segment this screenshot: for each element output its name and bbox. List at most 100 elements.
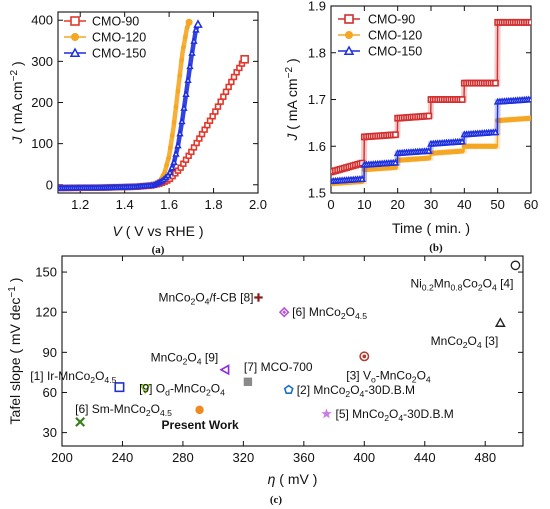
panel-b-ytick-label: 1.6: [308, 139, 326, 154]
series-point-CMO-120: [169, 133, 175, 139]
tafel-point-label-5: MnCo2O4 [9]: [151, 351, 219, 367]
panel-c-label: (c): [270, 494, 283, 506]
tafel-point-6: [243, 377, 253, 386]
panel-a-label: (a): [152, 244, 165, 256]
tafel-point-11: [321, 408, 332, 419]
series-point-CMO-120: [528, 115, 531, 121]
panel-c-xtick-label: 240: [112, 450, 134, 465]
series-point-CMO-90: [392, 131, 399, 139]
tafel-point-2: [278, 306, 290, 318]
tafel-point-12: [75, 416, 86, 427]
series-point-CMO-150: [172, 150, 180, 157]
series-point-CMO-120: [182, 34, 188, 40]
legend-label-CMO-150: CMO-150: [92, 47, 146, 61]
panel-b-ytick-label: 1.5: [308, 186, 326, 201]
panel-c-xtick-label: 480: [474, 450, 496, 465]
panel-b-xtick-label: 60: [524, 197, 538, 212]
legend-marker-CMO-120: [345, 31, 353, 39]
tafel-point-label-2: [6] MnCo2O4.5: [292, 305, 367, 321]
panel-c-xtick-label: 200: [51, 450, 73, 465]
panel-a-xtick-label: 2.0: [249, 197, 267, 212]
series-point-CMO-150: [190, 37, 198, 44]
legend-marker-CMO-90: [70, 16, 80, 26]
tafel-point-label-4: [3] Vo-MnCo2O4: [346, 368, 431, 384]
series-point-CMO-150: [527, 95, 531, 103]
series-point-CMO-120: [177, 73, 183, 79]
panel-b-xtick-label: 50: [490, 197, 504, 212]
series-point-CMO-90: [220, 93, 227, 100]
panel-c-ytick-label: 60: [43, 385, 57, 400]
series-point-CMO-120: [459, 148, 465, 154]
panel-b-ytick-label: 1.8: [308, 45, 326, 60]
series-point-CMO-90: [425, 112, 433, 120]
series-point-CMO-120: [184, 25, 190, 30]
series-point-CMO-120: [171, 120, 177, 125]
panel-b-legend: CMO-90 CMO-120 CMO-150: [338, 13, 422, 59]
series-point-CMO-150: [192, 25, 200, 33]
series-point-CMO-150: [358, 174, 366, 182]
series-point-CMO-150: [176, 129, 184, 137]
series-point-CMO-120: [492, 143, 499, 149]
series-point-CMO-150: [170, 158, 178, 166]
tafel-point-8: [139, 384, 151, 395]
tafel-point-label-10: Present Work: [162, 418, 239, 432]
panel-c-ytick-label: 150: [35, 265, 57, 280]
series-point-CMO-150: [491, 128, 500, 136]
panel-b-xtick-label: 40: [457, 197, 471, 212]
series-point-CMO-150: [391, 158, 400, 166]
series-point-CMO-120: [392, 164, 399, 171]
legend-label-CMO-90: CMO-90: [92, 15, 139, 29]
series-line-CMO-90: [331, 21, 531, 173]
panel-a-ytick-label: 400: [31, 13, 53, 28]
series-point-CMO-120: [426, 155, 432, 161]
panel-c-frame: [61, 255, 524, 447]
tafel-point-label-12: [6] Sm-MnCo2O4.5: [75, 402, 172, 418]
series-point-CMO-90: [527, 18, 531, 26]
tafel-point-1: [254, 293, 263, 302]
series-point-CMO-150: [180, 104, 188, 111]
panel-a-xtick-label: 1.4: [116, 197, 134, 212]
tafel-point-label-8: [9] Od-MnCo2O4: [139, 381, 225, 397]
series-end-marker-CMO-150: [193, 19, 203, 28]
panel-b-label: (b): [429, 242, 443, 254]
panel-a-legend: CMO-90 CMO-120 CMO-150: [64, 15, 146, 61]
tafel-point-4: [359, 351, 370, 362]
series-point-CMO-150: [174, 141, 182, 149]
series-point-CMO-90: [492, 79, 499, 87]
legend-label-CMO-120: CMO-120: [368, 29, 422, 43]
tafel-point-label-0: Ni0.2Mn0.8Co2O4 [4]: [410, 276, 513, 292]
series-point-CMO-150: [458, 137, 466, 145]
series-point-CMO-150: [178, 117, 186, 125]
panel-a-ytick-label: 200: [31, 95, 53, 110]
panel-c-ytick-label: 90: [43, 345, 57, 360]
panel-b-ylabel: J ( mA cm−2 ): [284, 58, 300, 141]
tafel-point-label-3: MnCo2O4 [3]: [431, 334, 499, 350]
legend-marker-CMO-150: [69, 47, 81, 57]
panel-c-xlabel: η ( mV ): [268, 471, 318, 487]
tafel-point-label-9: [2] MnCo2O4-30D.B.M: [297, 383, 415, 399]
panel-b-xtick-label: 10: [357, 197, 371, 212]
panel-a-ylabel: J ( mA cm−2 ): [9, 61, 25, 144]
panel-a-xtick-label: 1.8: [205, 197, 223, 212]
series-point-CMO-120: [164, 162, 170, 168]
legend-label-CMO-150: CMO-150: [368, 45, 422, 59]
series-point-CMO-150: [424, 146, 433, 154]
panel-c-xtick-label: 280: [172, 450, 194, 465]
series-point-CMO-150: [182, 90, 190, 97]
panel-b-data: [331, 18, 531, 187]
series-point-CMO-90: [212, 108, 219, 115]
panel-c-xtick-label: 360: [293, 450, 315, 465]
series-point-CMO-90: [214, 103, 222, 110]
series-point-CMO-120: [166, 155, 171, 161]
series-point-CMO-90: [222, 88, 230, 96]
tafel-point-10: [195, 405, 204, 415]
panel-b-ytick-label: 1.7: [308, 92, 326, 107]
tafel-point-5: [219, 364, 230, 376]
tafel-point-label-7: [1] Ir-MnCo2O4.5: [30, 369, 116, 385]
panel-b: 0 10 20 30 40 50 60 1.5 1.6 1.7 1.8 1.9 CMO-90 CMO-12…: [284, 0, 538, 254]
legend-marker-CMO-120: [71, 33, 79, 41]
series-point-CMO-150: [188, 49, 196, 56]
series-point-CMO-150: [166, 168, 174, 176]
panel-c-xtick-label: 440: [414, 450, 436, 465]
